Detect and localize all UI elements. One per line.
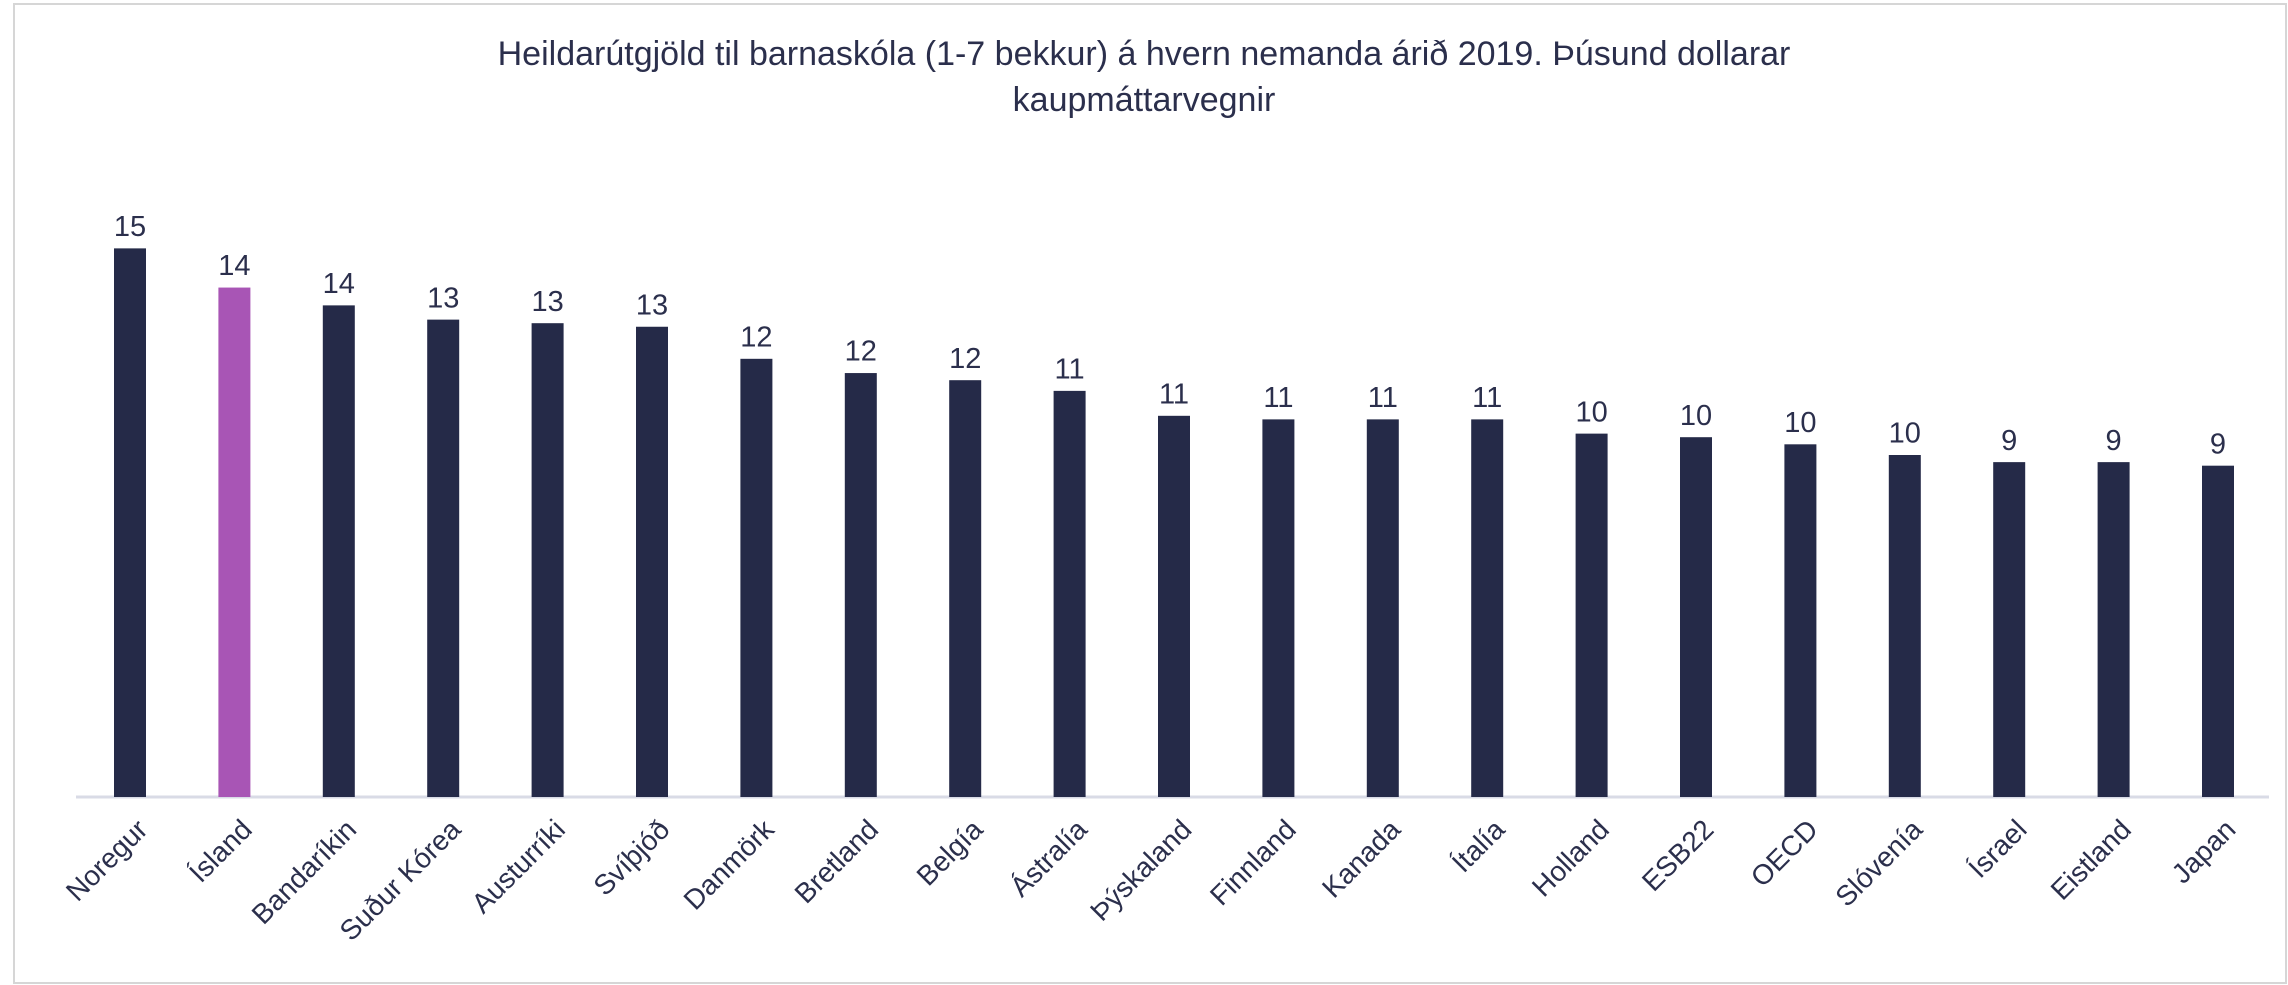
x-tick-label: Þýskaland (1084, 814, 1197, 927)
bar (636, 326, 668, 797)
bar (427, 319, 460, 797)
value-label: 10 (1784, 407, 1816, 439)
bar (531, 323, 564, 797)
bar (322, 305, 355, 797)
bar (1575, 433, 1608, 797)
bar (949, 380, 982, 797)
x-tick-label: Bretland (789, 814, 885, 910)
x-tick-label: Noregur (60, 814, 153, 907)
value-label: 11 (1159, 378, 1189, 410)
x-tick-label: Finnland (1204, 814, 1302, 912)
value-label: 11 (1055, 354, 1085, 386)
value-label: 13 (636, 289, 668, 321)
x-tick-label: OECD (1745, 814, 1824, 893)
x-tick-label: Slóvenía (1829, 813, 1928, 912)
bar (740, 358, 773, 797)
x-tick-label: Svíþjóð (588, 814, 676, 902)
bar (1158, 415, 1190, 797)
value-label: 10 (1575, 396, 1607, 428)
value-label: 12 (845, 336, 877, 368)
bar (1784, 444, 1817, 797)
value-label: 12 (949, 343, 981, 375)
x-tick-label: Japan (2166, 814, 2242, 890)
value-label: 11 (1472, 382, 1502, 414)
value-label: 11 (1368, 382, 1398, 414)
bar (2202, 465, 2234, 797)
bar (2097, 462, 2130, 797)
bar (1471, 419, 1504, 797)
x-tick-label: Ísrael (1962, 814, 2032, 884)
bar (844, 373, 877, 797)
chart-title: kaupmáttarvegnir (1013, 81, 1276, 119)
value-label: 14 (218, 250, 250, 282)
value-label: 13 (531, 286, 563, 318)
x-tick-label: Belgía (911, 813, 989, 891)
bar (218, 287, 251, 797)
x-tick-label: Austurríki (466, 814, 572, 920)
value-label: 15 (114, 211, 146, 243)
value-label: 10 (1889, 418, 1921, 450)
x-tick-label: Holland (1526, 814, 1615, 903)
x-tick-label: Danmörk (678, 813, 781, 916)
value-label: 12 (740, 321, 772, 353)
x-tick-label: Ísland (183, 814, 258, 889)
chart-title: Heildarútgjöld til barnaskóla (1-7 bekku… (498, 35, 1791, 73)
value-label: 14 (323, 268, 355, 300)
value-label: 9 (2106, 425, 2122, 457)
x-tick-label: Ástralía (1004, 813, 1093, 902)
value-label: 9 (2001, 425, 2017, 457)
bar (1366, 419, 1399, 797)
bar (1680, 437, 1712, 797)
value-label: 11 (1263, 382, 1293, 414)
bar (114, 248, 146, 797)
bar (1993, 462, 2026, 797)
bar (1888, 455, 1921, 797)
bar (1262, 419, 1295, 797)
bar (1053, 390, 1086, 797)
frame (13, 3, 2287, 984)
value-label: 10 (1680, 400, 1712, 432)
x-tick-label: Ítalía (1446, 813, 1511, 878)
value-label: 9 (2210, 428, 2226, 460)
x-tick-label: Kanada (1316, 813, 1406, 903)
x-tick-label: Eistland (2045, 814, 2137, 906)
x-tick-label: ESB22 (1636, 814, 1720, 898)
value-label: 13 (427, 282, 459, 314)
